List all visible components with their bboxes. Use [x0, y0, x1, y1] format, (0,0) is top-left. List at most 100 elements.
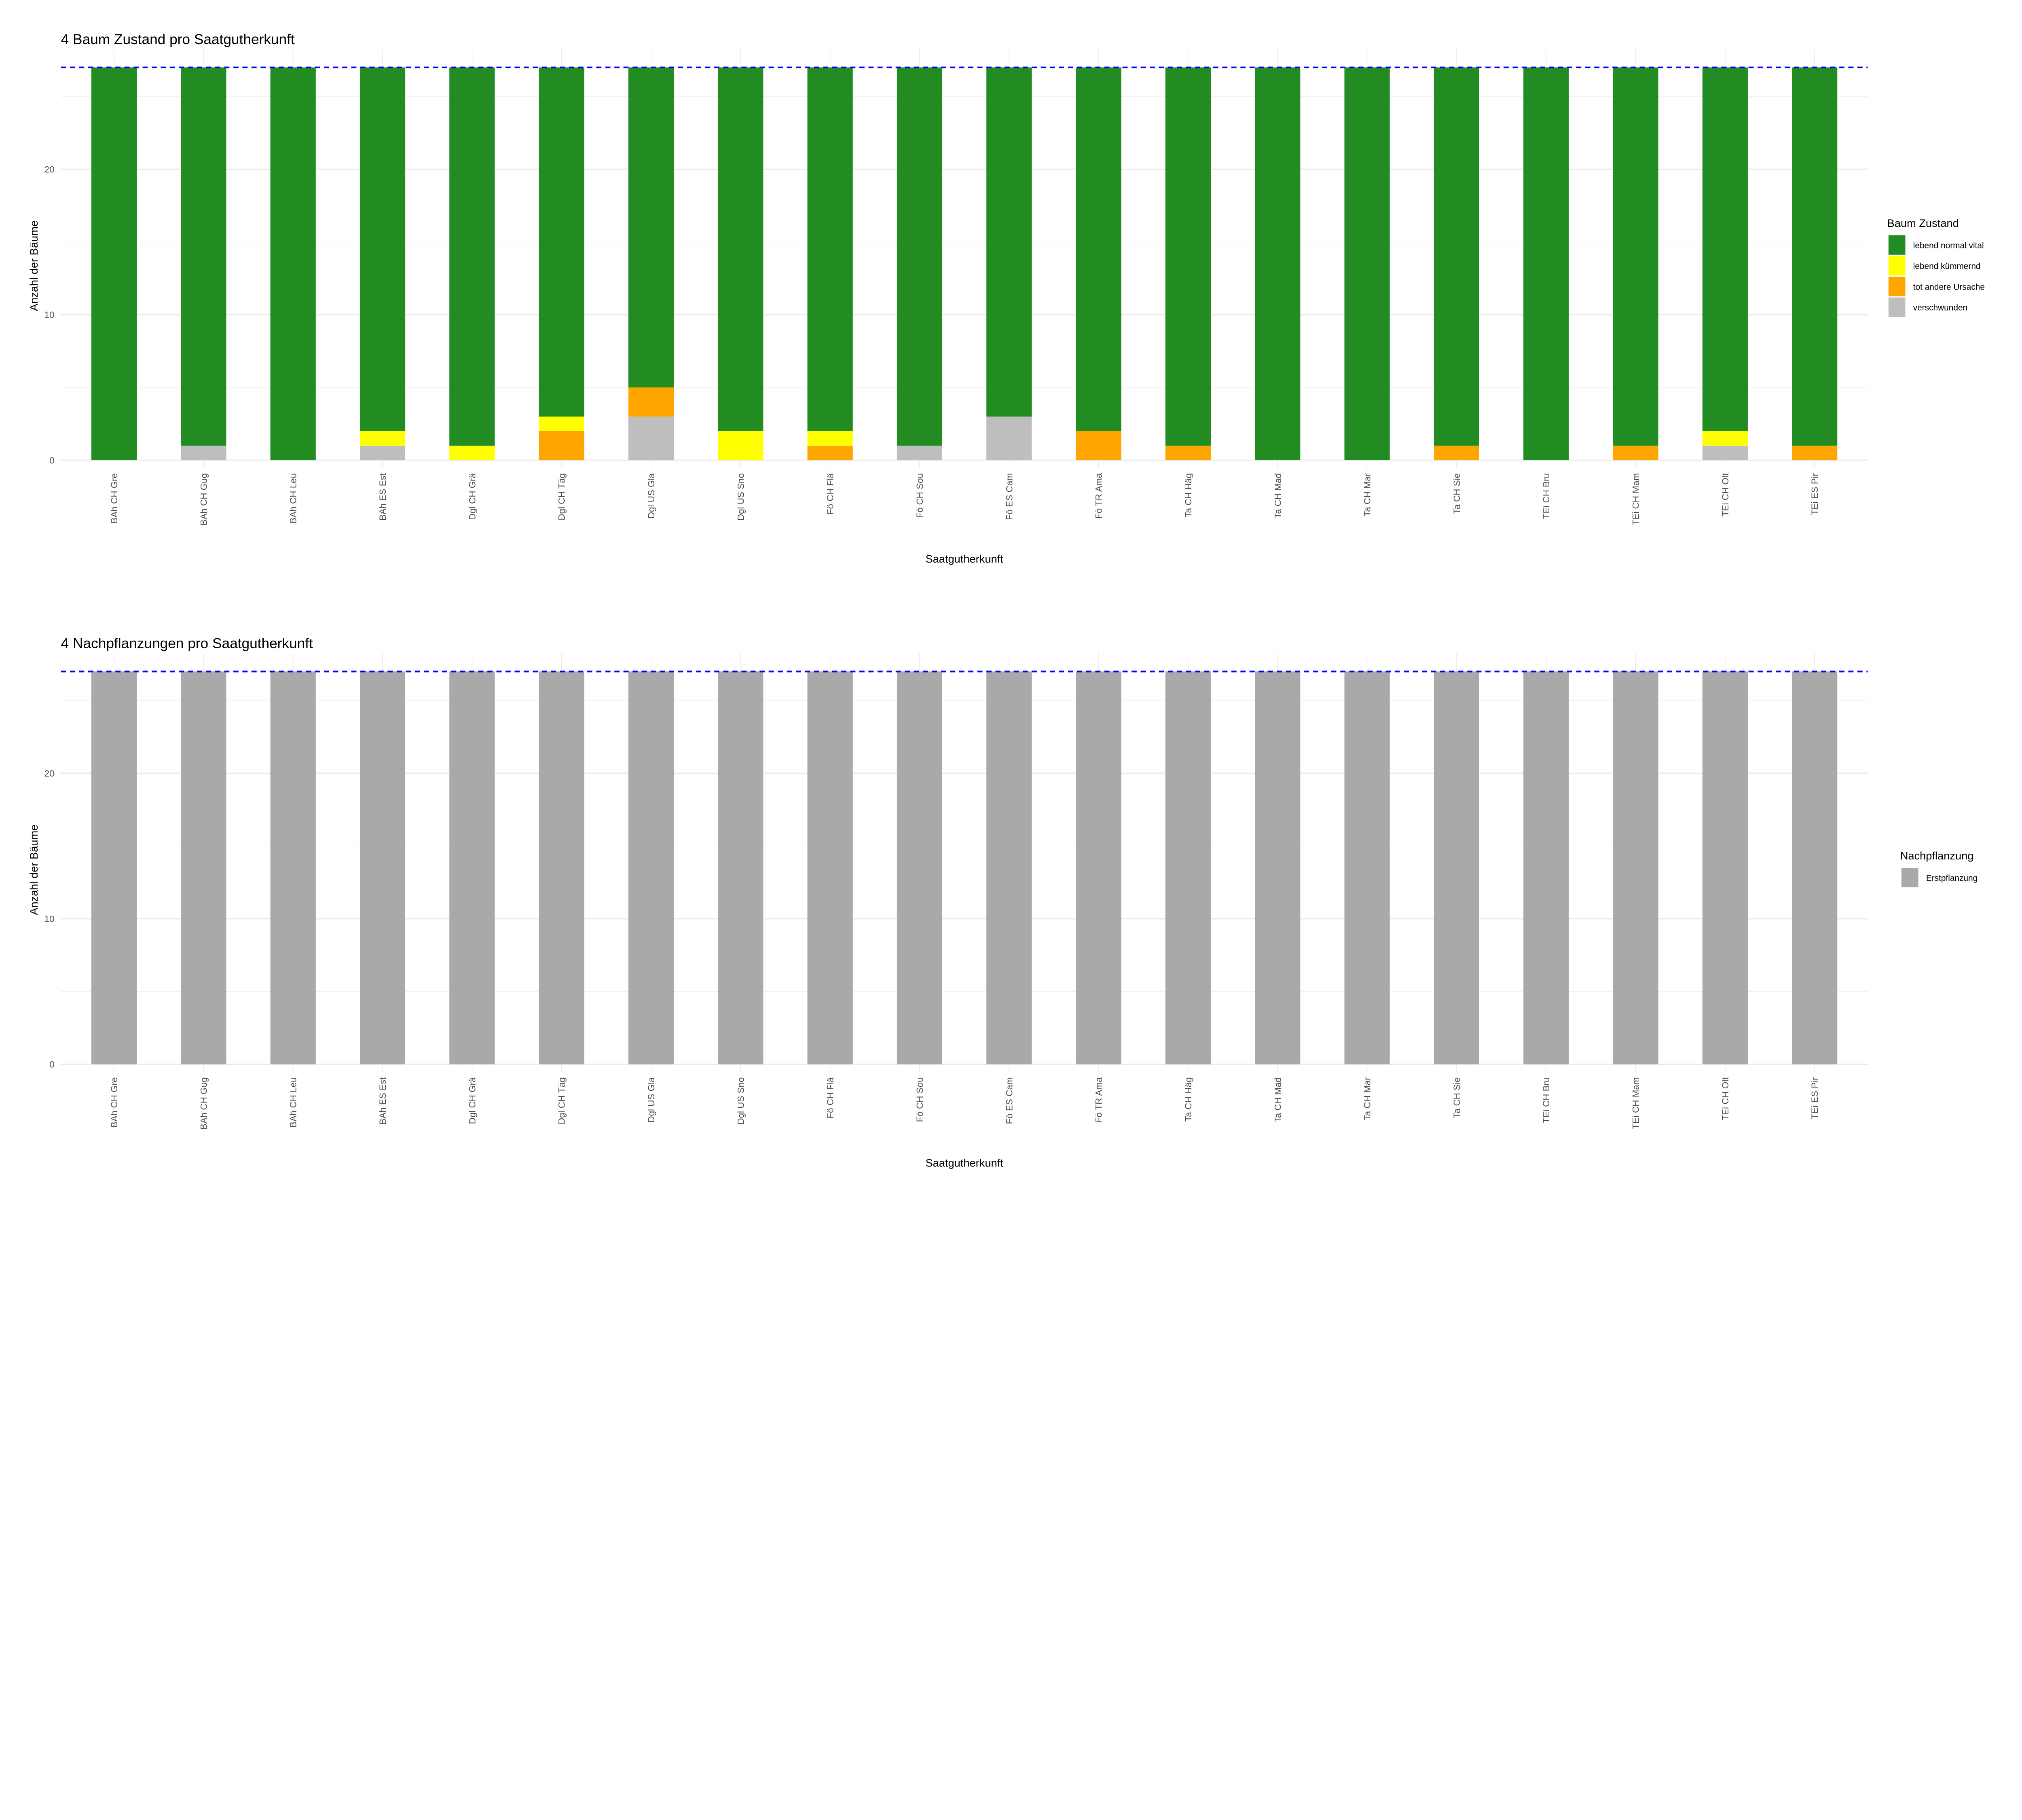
x-tick-label: BAh CH Gre [109, 473, 119, 524]
legend-title: Baum Zustand [1887, 217, 1959, 229]
y-axis-title: Anzahl der Bäume [27, 825, 40, 915]
legend-title: Nachpflanzung [1900, 849, 1974, 862]
figure: 0 10 20 BAh CH Gre BAh CH Gug BAh CH Leu BAh E… [27, 32, 1985, 1169]
bar-segment [270, 67, 316, 460]
x-tick-label: Ta CH Mar [1362, 473, 1373, 516]
bar-segment [897, 671, 943, 1064]
bar-segment [628, 387, 674, 417]
x-tick-label: TEi CH Olt [1720, 473, 1730, 516]
x-tick-label: BAh CH Leu [288, 1077, 298, 1128]
bar-segment [807, 445, 853, 460]
legend-key [1888, 235, 1906, 255]
bar-segment [1702, 431, 1748, 446]
legend-label: Erstpflanzung [1926, 874, 1978, 883]
x-tick-label: Fö CH Flä [825, 473, 835, 514]
bar-segment [1792, 671, 1838, 1064]
bar-segment [1702, 445, 1748, 460]
x-tick-label: TEi ES Pir [1810, 473, 1820, 515]
bar-segment [270, 671, 316, 1064]
legend-key [1888, 297, 1906, 317]
x-tick-label: TEi CH Mam [1631, 473, 1641, 525]
x-tick-label: Dgl US Gla [646, 473, 656, 518]
x-tick-label: Dgl US Sno [736, 473, 746, 521]
x-tick-label: BAh CH Leu [288, 473, 298, 524]
x-tick-label: Dgl US Sno [736, 1077, 746, 1124]
bar-segment [897, 445, 943, 460]
chart-title: 4 Nachpflanzungen pro Saatgutherkunft [61, 636, 313, 652]
bar-segment [539, 416, 584, 431]
bar-segment [1523, 671, 1569, 1064]
bar-segment [181, 445, 226, 460]
x-tick-label: BAh ES Est [378, 473, 388, 521]
bar-segment [986, 671, 1032, 1064]
bar-segment [1792, 67, 1838, 446]
x-tick-label: Dgl US Gla [646, 1077, 656, 1123]
x-tick-label: Ta CH Mad [1273, 1077, 1283, 1122]
bar-segment [986, 416, 1032, 460]
y-tick-label: 0 [49, 1059, 54, 1069]
x-tick-label: Fö CH Flä [825, 1077, 835, 1119]
bar-segment [807, 671, 853, 1064]
x-tick-label: Ta CH Sie [1452, 1077, 1462, 1118]
y-tick-label: 0 [49, 455, 54, 466]
x-tick-label: Ta CH Häg [1183, 1077, 1193, 1122]
x-tick-label: Fö CH Sou [915, 473, 925, 518]
bar-segment [91, 67, 137, 460]
bar-segment [807, 67, 853, 431]
x-tick-label: TEi CH Bru [1541, 473, 1551, 519]
bar-segment [449, 671, 495, 1064]
legend-label: lebend kümmernd [1913, 262, 1981, 271]
bar-segment [1434, 445, 1479, 460]
x-tick-label: BAh CH Gug [199, 473, 209, 526]
bar-segment [628, 416, 674, 460]
legend-label: verschwunden [1913, 303, 1967, 313]
x-tick-label: TEi CH Olt [1720, 1077, 1730, 1121]
bar-segment [360, 67, 406, 431]
x-tick-label: Fö TR Ama [1094, 473, 1104, 519]
x-tick-label: BAh ES Est [378, 1077, 388, 1125]
x-axis-title: Saatgutherkunft [925, 1157, 1003, 1169]
bar-segment [1165, 671, 1211, 1064]
bar-segment [1255, 671, 1301, 1064]
x-tick-label: Dgl CH Täg [557, 1077, 567, 1124]
bar-segment [1523, 67, 1569, 460]
bar-segment [539, 431, 584, 460]
legend: Nachpflanzung Erstpflanzung [1900, 849, 1978, 887]
bar-segment [360, 671, 406, 1064]
bar-segment [1613, 67, 1658, 446]
x-tick-label: BAh CH Gre [109, 1077, 119, 1128]
x-tick-label: Fö CH Sou [915, 1077, 925, 1122]
bar-segment [181, 67, 226, 446]
bar-segment [539, 67, 584, 417]
x-tick-label: Fö ES Cam [1004, 473, 1014, 520]
x-tick-label: Fö TR Ama [1094, 1077, 1104, 1123]
x-tick-label: Dgl CH Täg [557, 473, 567, 521]
x-tick-label: TEi CH Bru [1541, 1077, 1551, 1123]
bar-segment [181, 671, 226, 1064]
bar-segment [1076, 671, 1121, 1064]
y-tick-label: 20 [44, 768, 55, 779]
legend-label: tot andere Ursache [1913, 282, 1985, 292]
bar-segment [718, 67, 764, 431]
bar-segment [1255, 67, 1301, 460]
x-tick-label: Dgl CH Grä [467, 1077, 477, 1124]
x-tick-label: TEi ES Pir [1810, 1077, 1820, 1119]
bar-segment [628, 67, 674, 387]
legend-key [1888, 256, 1906, 276]
bar-segment [986, 67, 1032, 417]
bar-segment [1076, 431, 1121, 460]
y-tick-label: 10 [44, 310, 55, 320]
x-tick-label: BAh CH Gug [199, 1077, 209, 1130]
x-tick-label: Ta CH Mar [1362, 1077, 1373, 1121]
bar-segment [897, 67, 943, 446]
bar-segment [718, 671, 764, 1064]
bar-segment [718, 431, 764, 460]
bar-segment [1165, 67, 1211, 446]
bar-segment [1613, 671, 1658, 1064]
bar-segment [1434, 67, 1479, 446]
bar-segment [449, 67, 495, 446]
bar-segment [1344, 67, 1390, 460]
x-tick-label: TEi CH Mam [1631, 1077, 1641, 1129]
bar-segment [1613, 445, 1658, 460]
bar-segment [91, 671, 137, 1064]
